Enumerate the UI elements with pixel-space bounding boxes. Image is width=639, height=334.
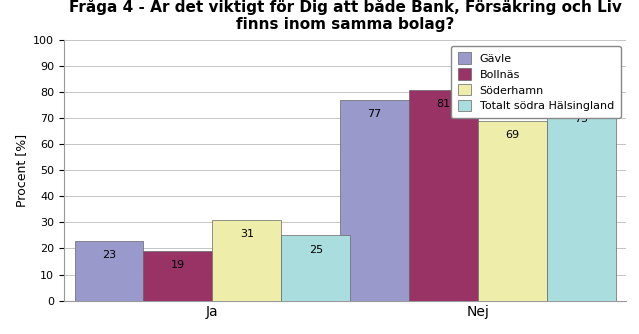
Bar	[409, 90, 478, 301]
Bar	[281, 235, 350, 301]
Bar	[340, 100, 409, 301]
Text: 31: 31	[240, 229, 254, 239]
Text: 77: 77	[367, 109, 381, 119]
Bar	[75, 241, 144, 301]
Text: 75: 75	[574, 114, 588, 124]
Text: 19: 19	[171, 260, 185, 270]
Bar	[478, 121, 546, 301]
Title: Fråga 4 - Är det viktigt för Dig att både Bank, Försäkring och Liv
finns inom sa: Fråga 4 - Är det viktigt för Dig att båd…	[68, 0, 622, 32]
Text: 69: 69	[505, 130, 520, 140]
Legend: Gävle, Bollnäs, Söderhamn, Totalt södra Hälsingland: Gävle, Bollnäs, Söderhamn, Totalt södra …	[451, 46, 620, 118]
Bar	[212, 220, 281, 301]
Bar	[546, 105, 615, 301]
Text: 25: 25	[309, 244, 323, 255]
Text: 23: 23	[102, 250, 116, 260]
Bar	[144, 251, 212, 301]
Y-axis label: Procent [%]: Procent [%]	[15, 134, 27, 207]
Text: 81: 81	[436, 99, 450, 109]
